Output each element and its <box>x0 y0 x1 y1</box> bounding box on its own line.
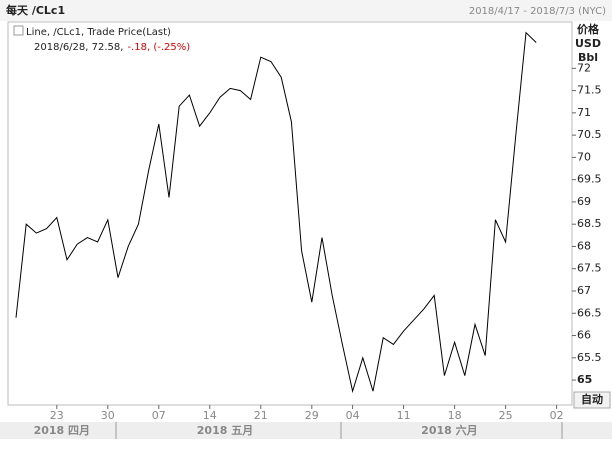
month-strip <box>0 422 612 439</box>
month-label: 2018 六月 <box>421 423 477 437</box>
y-tick-label: 69 <box>577 195 591 208</box>
legend-series: Line, /CLc1, Trade Price(Last) <box>26 27 171 38</box>
y-axis-label: USD <box>575 37 601 50</box>
y-axis-label: Bbl <box>578 51 598 64</box>
y-tick-label: 65 <box>577 373 592 386</box>
y-axis-label: 价格 <box>577 22 600 36</box>
y-tick-label: 66.5 <box>577 306 602 319</box>
x-tick-label: 04 <box>346 409 360 422</box>
x-tick-label: 21 <box>254 409 268 422</box>
plot-frame <box>7 21 573 406</box>
x-tick-label: 02 <box>550 409 564 422</box>
month-label: 2018 四月 <box>34 424 90 437</box>
auto-button[interactable] <box>573 391 611 409</box>
x-tick-label: 23 <box>50 409 64 422</box>
y-tick-label: 68.5 <box>577 217 602 230</box>
auto-button-label[interactable]: 自动 <box>581 392 603 406</box>
y-tick-label: 71 <box>577 106 591 119</box>
y-tick-label: 65.5 <box>577 351 602 364</box>
price-line <box>15 31 537 394</box>
chart-title: 每天 /CLc1 <box>6 3 65 17</box>
x-tick-label: 30 <box>101 409 115 422</box>
y-tick-label: 69.5 <box>577 173 602 186</box>
y-tick-label: 71.5 <box>577 84 602 97</box>
x-tick-label: 29 <box>305 409 319 422</box>
x-tick-label: 14 <box>203 409 217 422</box>
y-tick-label: 66 <box>577 329 591 342</box>
x-tick-label: 11 <box>397 409 411 422</box>
title-bar <box>0 0 612 21</box>
y-tick-label: 68 <box>577 239 591 252</box>
legend-quote: 2018/6/28, 72.58, -.18, (-.25%) <box>34 42 190 53</box>
x-tick-label: 07 <box>152 409 166 422</box>
month-label: 2018 五月 <box>197 424 253 437</box>
date-range: 2018/4/17 - 2018/7/3 (NYC) <box>469 6 606 17</box>
y-tick-label: 70 <box>577 150 591 163</box>
x-tick-label: 18 <box>448 409 462 422</box>
legend-change: -.18, (-.25%) <box>127 42 190 53</box>
y-tick-label: 67.5 <box>577 262 602 275</box>
y-tick-label: 70.5 <box>577 128 602 141</box>
legend-quote-text: 2018/6/28, 72.58, <box>34 42 123 53</box>
y-tick-label: 67 <box>577 284 591 297</box>
y-tick-label: 72 <box>577 61 591 74</box>
x-tick-label: 25 <box>499 409 513 422</box>
legend-icon <box>13 25 24 36</box>
